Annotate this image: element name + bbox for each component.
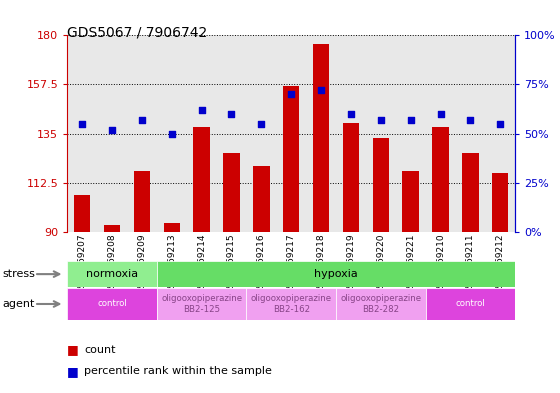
Text: control: control <box>455 299 486 309</box>
Point <box>496 121 505 127</box>
Bar <box>134 171 150 232</box>
Bar <box>67 288 157 320</box>
Point <box>257 121 266 127</box>
Bar <box>193 127 210 232</box>
Text: ■: ■ <box>67 343 79 356</box>
Point <box>316 87 325 94</box>
Bar <box>432 127 449 232</box>
Bar <box>104 225 120 232</box>
Bar <box>336 288 426 320</box>
Point <box>137 117 146 123</box>
Bar <box>343 123 359 232</box>
Bar <box>283 86 300 232</box>
Point <box>167 130 176 137</box>
Bar <box>157 261 515 287</box>
Text: ■: ■ <box>67 365 79 378</box>
Point <box>406 117 415 123</box>
Bar <box>372 138 389 232</box>
Point <box>108 127 116 133</box>
Text: GDS5067 / 7906742: GDS5067 / 7906742 <box>67 26 207 40</box>
Text: count: count <box>84 345 115 355</box>
Point <box>287 91 296 97</box>
Bar <box>157 288 246 320</box>
Bar <box>223 153 240 232</box>
Point <box>78 121 87 127</box>
Point <box>376 117 385 123</box>
Text: oligooxopiperazine
BB2-125: oligooxopiperazine BB2-125 <box>161 294 242 314</box>
Bar <box>492 173 508 232</box>
Text: control: control <box>97 299 127 309</box>
Point <box>347 111 356 117</box>
Text: agent: agent <box>3 299 35 309</box>
Bar <box>313 44 329 232</box>
Text: oligooxopiperazine
BB2-282: oligooxopiperazine BB2-282 <box>340 294 421 314</box>
Text: hypoxia: hypoxia <box>314 269 358 279</box>
Bar <box>67 261 157 287</box>
Bar <box>426 288 515 320</box>
Bar <box>164 223 180 232</box>
Text: oligooxopiperazine
BB2-162: oligooxopiperazine BB2-162 <box>251 294 332 314</box>
Point <box>197 107 206 113</box>
Bar <box>246 288 336 320</box>
Point <box>227 111 236 117</box>
Text: stress: stress <box>3 269 36 279</box>
Point <box>436 111 445 117</box>
Text: percentile rank within the sample: percentile rank within the sample <box>84 366 272 376</box>
Point <box>466 117 475 123</box>
Bar <box>462 153 479 232</box>
Bar <box>403 171 419 232</box>
Bar <box>253 166 269 232</box>
Bar <box>74 195 90 232</box>
Text: normoxia: normoxia <box>86 269 138 279</box>
